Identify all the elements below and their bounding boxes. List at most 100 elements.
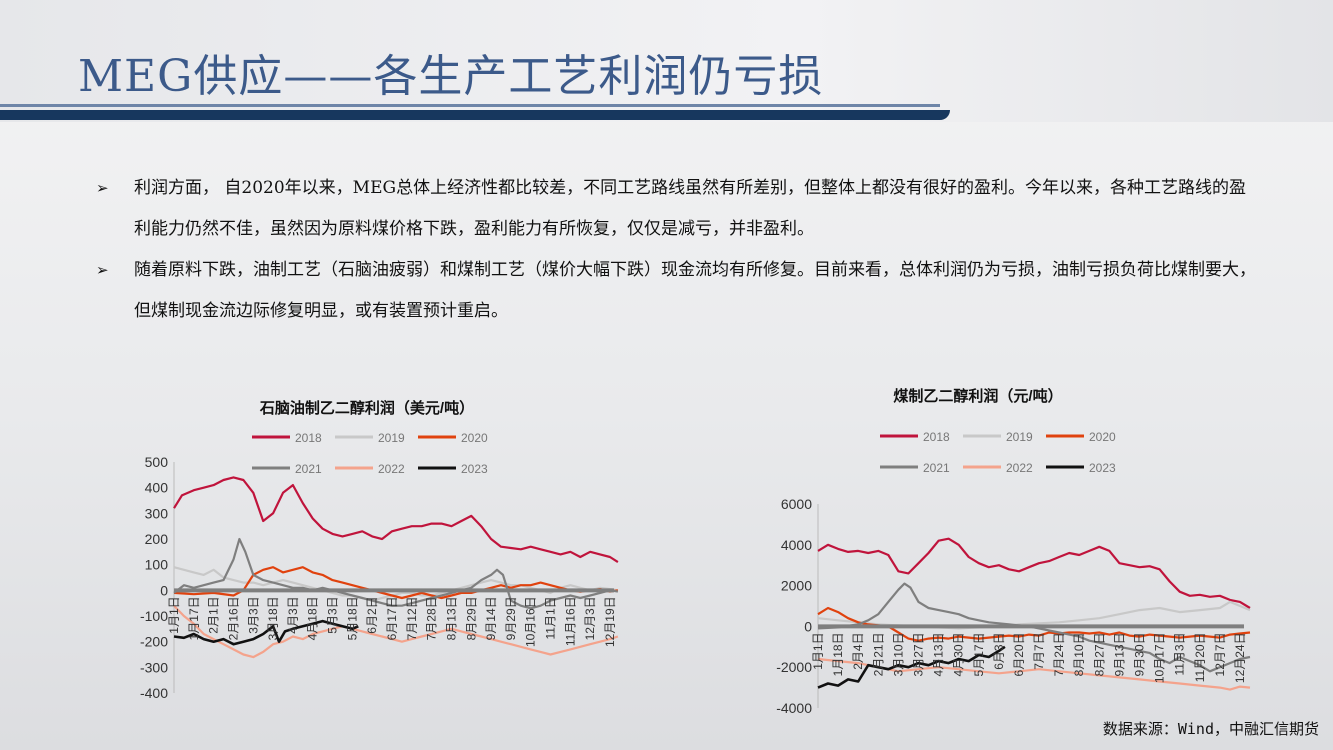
x-tick-label: 6月17日 — [385, 596, 399, 640]
y-tick-label: -2000 — [776, 659, 812, 675]
chart-title: 煤制乙二醇利润（元/吨） — [893, 387, 1062, 405]
legend-label-2023: 2023 — [1089, 461, 1116, 475]
legend-label-2019: 2019 — [1006, 430, 1033, 444]
series-line-2022 — [173, 604, 619, 659]
x-tick-label: 7月12日 — [405, 596, 419, 640]
x-tick-label: 12月7日 — [1213, 632, 1227, 676]
y-tick-label: -200 — [140, 634, 168, 650]
x-tick-label: 3月27日 — [911, 632, 925, 676]
naphtha-chart-svg: 石脑油制乙二醇利润（美元/吨） 2018 2019 2020 2021 2022 2023 -… — [140, 399, 619, 701]
x-tick-label: 5月17日 — [972, 632, 986, 676]
legend-label-2022: 2022 — [1006, 461, 1033, 475]
x-tick-label: 2月4日 — [851, 632, 865, 669]
y-tick-label: 100 — [145, 557, 169, 573]
title-underline — [0, 110, 950, 120]
y-tick-label: 300 — [145, 505, 169, 521]
y-tick-label: 2000 — [781, 578, 812, 594]
x-tick-label: 9月30日 — [1133, 632, 1147, 676]
x-tick-label: 8月13日 — [444, 596, 458, 640]
series-line-2023 — [173, 619, 359, 646]
x-tick-label: 3月18日 — [266, 596, 280, 640]
arrow-bullet-icon: ➢ — [96, 261, 109, 279]
x-tick-label: 1月1日 — [811, 632, 825, 669]
x-tick-label: 4月18日 — [306, 596, 320, 640]
y-tick-label: 500 — [145, 454, 169, 470]
x-tick-label: 3月3日 — [246, 596, 260, 633]
y-tick-label: -400 — [140, 685, 168, 701]
x-tick-label: 11月3日 — [1173, 632, 1187, 675]
y-tick-label: -100 — [140, 608, 168, 624]
x-tick-label: 12月3日 — [583, 596, 597, 640]
data-source: 数据来源：Wind，中融汇信期货 — [1102, 720, 1319, 738]
legend-label-2021: 2021 — [923, 461, 950, 475]
series-line-2018 — [817, 537, 1251, 609]
series-line-2021 — [817, 582, 1251, 673]
arrow-bullet-icon: ➢ — [96, 179, 109, 197]
legend-label-2020: 2020 — [1089, 430, 1116, 444]
x-tick-label: 12月19日 — [603, 596, 617, 647]
series-line-2020 — [173, 566, 619, 600]
x-tick-label: 10月16日 — [524, 596, 538, 647]
y-tick-label: 200 — [145, 531, 169, 547]
x-tick-label: 1月17日 — [187, 596, 201, 640]
y-tick-label: 0 — [160, 582, 168, 598]
legend-label-2021: 2021 — [295, 462, 322, 476]
x-tick-label: 1月1日 — [167, 596, 181, 633]
series-line-2023 — [817, 645, 1006, 689]
bullet-item: ➢ 利润方面， 自2020年以来，MEG总体上经济性都比较差，不同工艺路线虽然有… — [96, 168, 1256, 250]
x-tick-label: 4月13日 — [932, 632, 946, 676]
y-tick-label: 6000 — [781, 496, 812, 512]
x-tick-label: 5月18日 — [345, 596, 359, 640]
x-tick-label: 5月3日 — [326, 596, 340, 633]
x-tick-label: 7月7日 — [1032, 632, 1046, 669]
x-tick-label: 1月18日 — [831, 632, 845, 676]
y-tick-label: 4000 — [781, 537, 812, 553]
x-tick-label: 6月2日 — [365, 596, 379, 633]
x-tick-label: 7月28日 — [425, 596, 439, 640]
x-tick-label: 12月24日 — [1233, 632, 1247, 683]
x-tick-label: 6月20日 — [1012, 632, 1026, 676]
x-tick-label: 10月17日 — [1153, 632, 1167, 683]
chart-title: 石脑油制乙二醇利润（美元/吨） — [259, 399, 474, 417]
x-tick-label: 8月29日 — [464, 596, 478, 640]
series-line-2022 — [817, 657, 1251, 691]
x-tick-label: 4月30日 — [952, 632, 966, 676]
x-tick-label: 11月20日 — [1193, 632, 1207, 682]
legend-label-2018: 2018 — [923, 430, 950, 444]
x-tick-label: 9月14日 — [484, 596, 498, 640]
bullet-text: 随着原料下跌，油制工艺（石脑油疲弱）和煤制工艺（煤价大幅下跌）现金流均有所修复。… — [134, 260, 1256, 321]
x-tick-label: 2月21日 — [871, 632, 885, 676]
series-line-2021 — [173, 537, 619, 610]
x-tick-label: 2月16日 — [226, 596, 240, 640]
y-tick-label: -4000 — [776, 700, 812, 716]
x-tick-label: 8月10日 — [1072, 632, 1086, 676]
title-underline-thin — [0, 104, 940, 107]
series-line-2018 — [173, 476, 619, 564]
x-tick-label: 2月1日 — [207, 596, 221, 633]
coal-chart-svg: 煤制乙二醇利润（元/吨） 2018 2019 2020 2021 2022 2023 -400… — [776, 387, 1251, 716]
bullet-list: ➢ 利润方面， 自2020年以来，MEG总体上经济性都比较差，不同工艺路线虽然有… — [96, 168, 1256, 332]
y-tick-label: 0 — [804, 618, 812, 634]
x-tick-label: 8月27日 — [1092, 632, 1106, 676]
bullet-item: ➢ 随着原料下跌，油制工艺（石脑油疲弱）和煤制工艺（煤价大幅下跌）现金流均有所修… — [96, 250, 1256, 332]
legend-label-2019: 2019 — [378, 431, 405, 445]
coal-chart: 煤制乙二醇利润（元/吨） 2018 2019 2020 2021 2022 2023 -400… — [748, 378, 1258, 718]
header-band — [0, 0, 1333, 122]
x-tick-label: 4月3日 — [286, 596, 300, 633]
legend-label-2018: 2018 — [295, 431, 322, 445]
x-tick-label: 11月1日 — [544, 596, 558, 639]
x-tick-label: 7月24日 — [1052, 632, 1066, 676]
legend-label-2023: 2023 — [461, 462, 488, 476]
x-tick-label: 11月16日 — [563, 596, 577, 646]
x-tick-label: 6月3日 — [992, 632, 1006, 669]
bullet-text: 利润方面， 自2020年以来，MEG总体上经济性都比较差，不同工艺路线虽然有所差… — [134, 178, 1247, 239]
x-tick-label: 9月29日 — [504, 596, 518, 640]
y-tick-label: -300 — [140, 659, 168, 675]
legend-label-2020: 2020 — [461, 431, 488, 445]
y-tick-label: 400 — [145, 480, 169, 496]
legend-label-2022: 2022 — [378, 462, 405, 476]
x-tick-label: 3月10日 — [891, 632, 905, 676]
page-title: MEG供应——各生产工艺利润仍亏损 — [78, 51, 824, 102]
naphtha-chart: 石脑油制乙二醇利润（美元/吨） 2018 2019 2020 2021 2022 2023 -… — [112, 388, 632, 713]
x-tick-label: 9月13日 — [1112, 632, 1126, 676]
